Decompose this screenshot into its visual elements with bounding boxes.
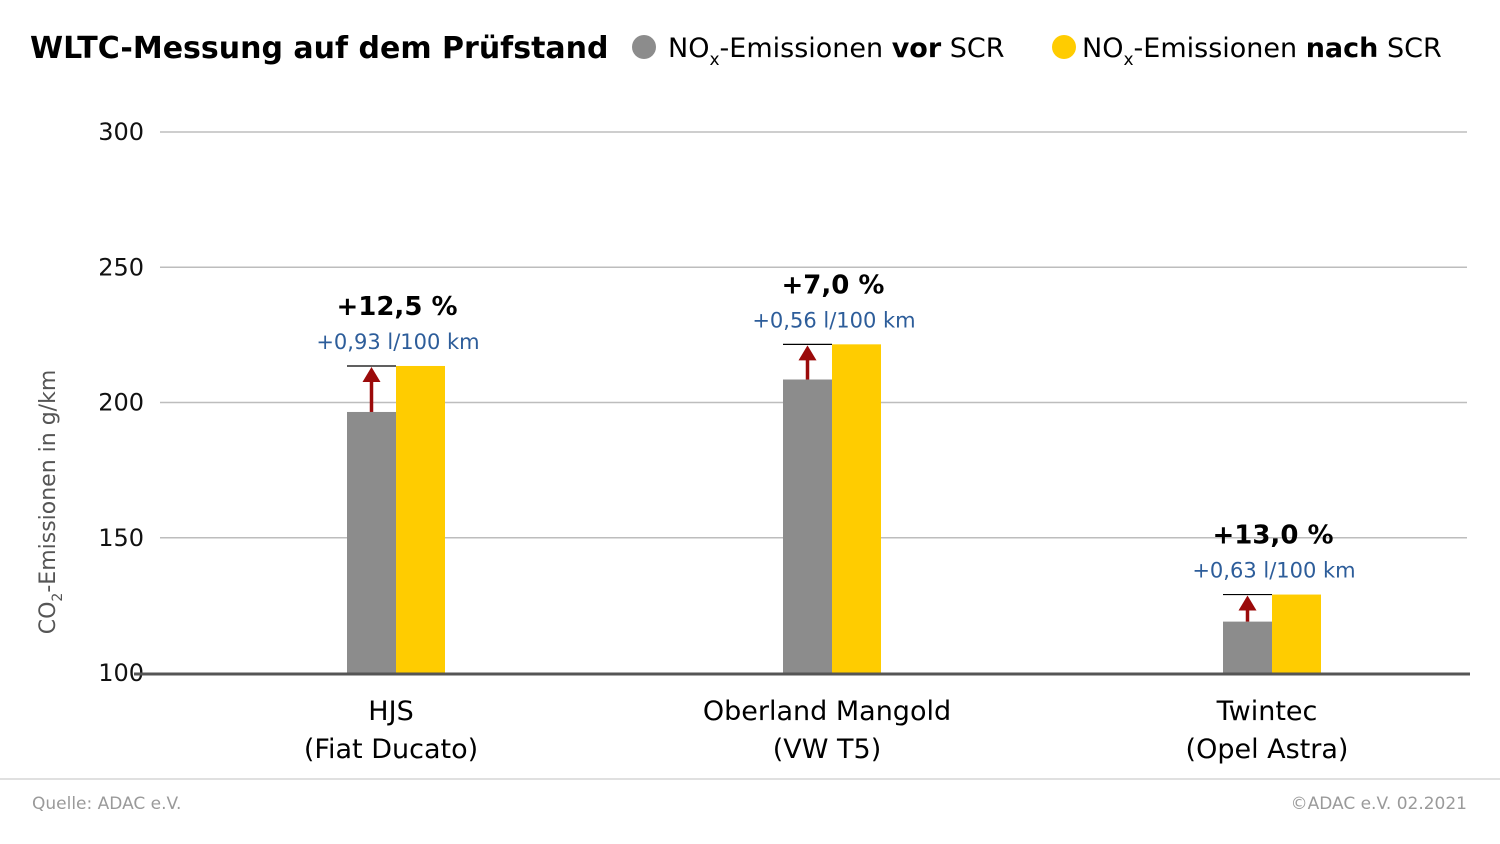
category-label-line2-2: (Opel Astra): [1186, 734, 1349, 765]
liters-label-1: +0,56 l/100 km: [752, 308, 915, 332]
arrow-head-2: [1238, 595, 1257, 611]
legend-marker-vor: [632, 35, 656, 59]
category-label-line2-1: (VW T5): [773, 734, 882, 765]
bars: [347, 344, 1321, 673]
bar-vor-2: [1223, 621, 1272, 673]
bar-nach-0: [396, 365, 445, 673]
category-label-line2-0: (Fiat Ducato): [304, 734, 478, 765]
x-axis: HJS (Fiat Ducato) Oberland Mangold (VW T5) T…: [134, 672, 1470, 765]
footer-copyright: ©ADAC e.V. 02.2021: [1291, 794, 1467, 814]
footer-source: Quelle: ADAC e.V.: [32, 794, 181, 814]
y-tick-label-200: 200: [98, 389, 144, 417]
legend-label-vor: NOx-Emissionen vor SCR: [668, 33, 1005, 70]
percent-label-0: +12,5 %: [336, 292, 457, 322]
y-tick-label-300: 300: [98, 118, 144, 146]
category-label-line1-1: Oberland Mangold: [703, 696, 951, 727]
bar-vor-1: [783, 379, 832, 673]
category-label-line1-2: Twintec: [1216, 696, 1318, 727]
bar-nach-1: [832, 344, 881, 673]
arrow-head-1: [798, 345, 817, 361]
y-tick-label-250: 250: [98, 253, 144, 281]
liters-label-2: +0,63 l/100 km: [1192, 559, 1355, 583]
category-label-line1-0: HJS: [368, 696, 413, 727]
liters-label-0: +0,93 l/100 km: [316, 330, 479, 354]
annotations: +12,5 % +0,93 l/100 km +7,0 % +0,56 l/100 k…: [316, 270, 1356, 622]
legend: NOx-Emissionen vor SCR NOx-Emissionen na…: [632, 33, 1442, 70]
legend-label-nach: NOx-Emissionen nach SCR: [1082, 33, 1442, 70]
legend-marker-nach: [1052, 35, 1076, 59]
percent-label-1: +7,0 %: [782, 270, 885, 300]
chart-title: WLTC-Messung auf dem Prüfstand: [30, 31, 609, 66]
bar-nach-2: [1272, 594, 1321, 673]
percent-label-2: +13,0 %: [1212, 521, 1333, 551]
bar-vor-0: [347, 411, 396, 673]
arrow-head-0: [362, 366, 381, 382]
y-tick-label-150: 150: [98, 524, 144, 552]
y-axis-label: CO2-Emissionen in g/km: [36, 370, 66, 635]
